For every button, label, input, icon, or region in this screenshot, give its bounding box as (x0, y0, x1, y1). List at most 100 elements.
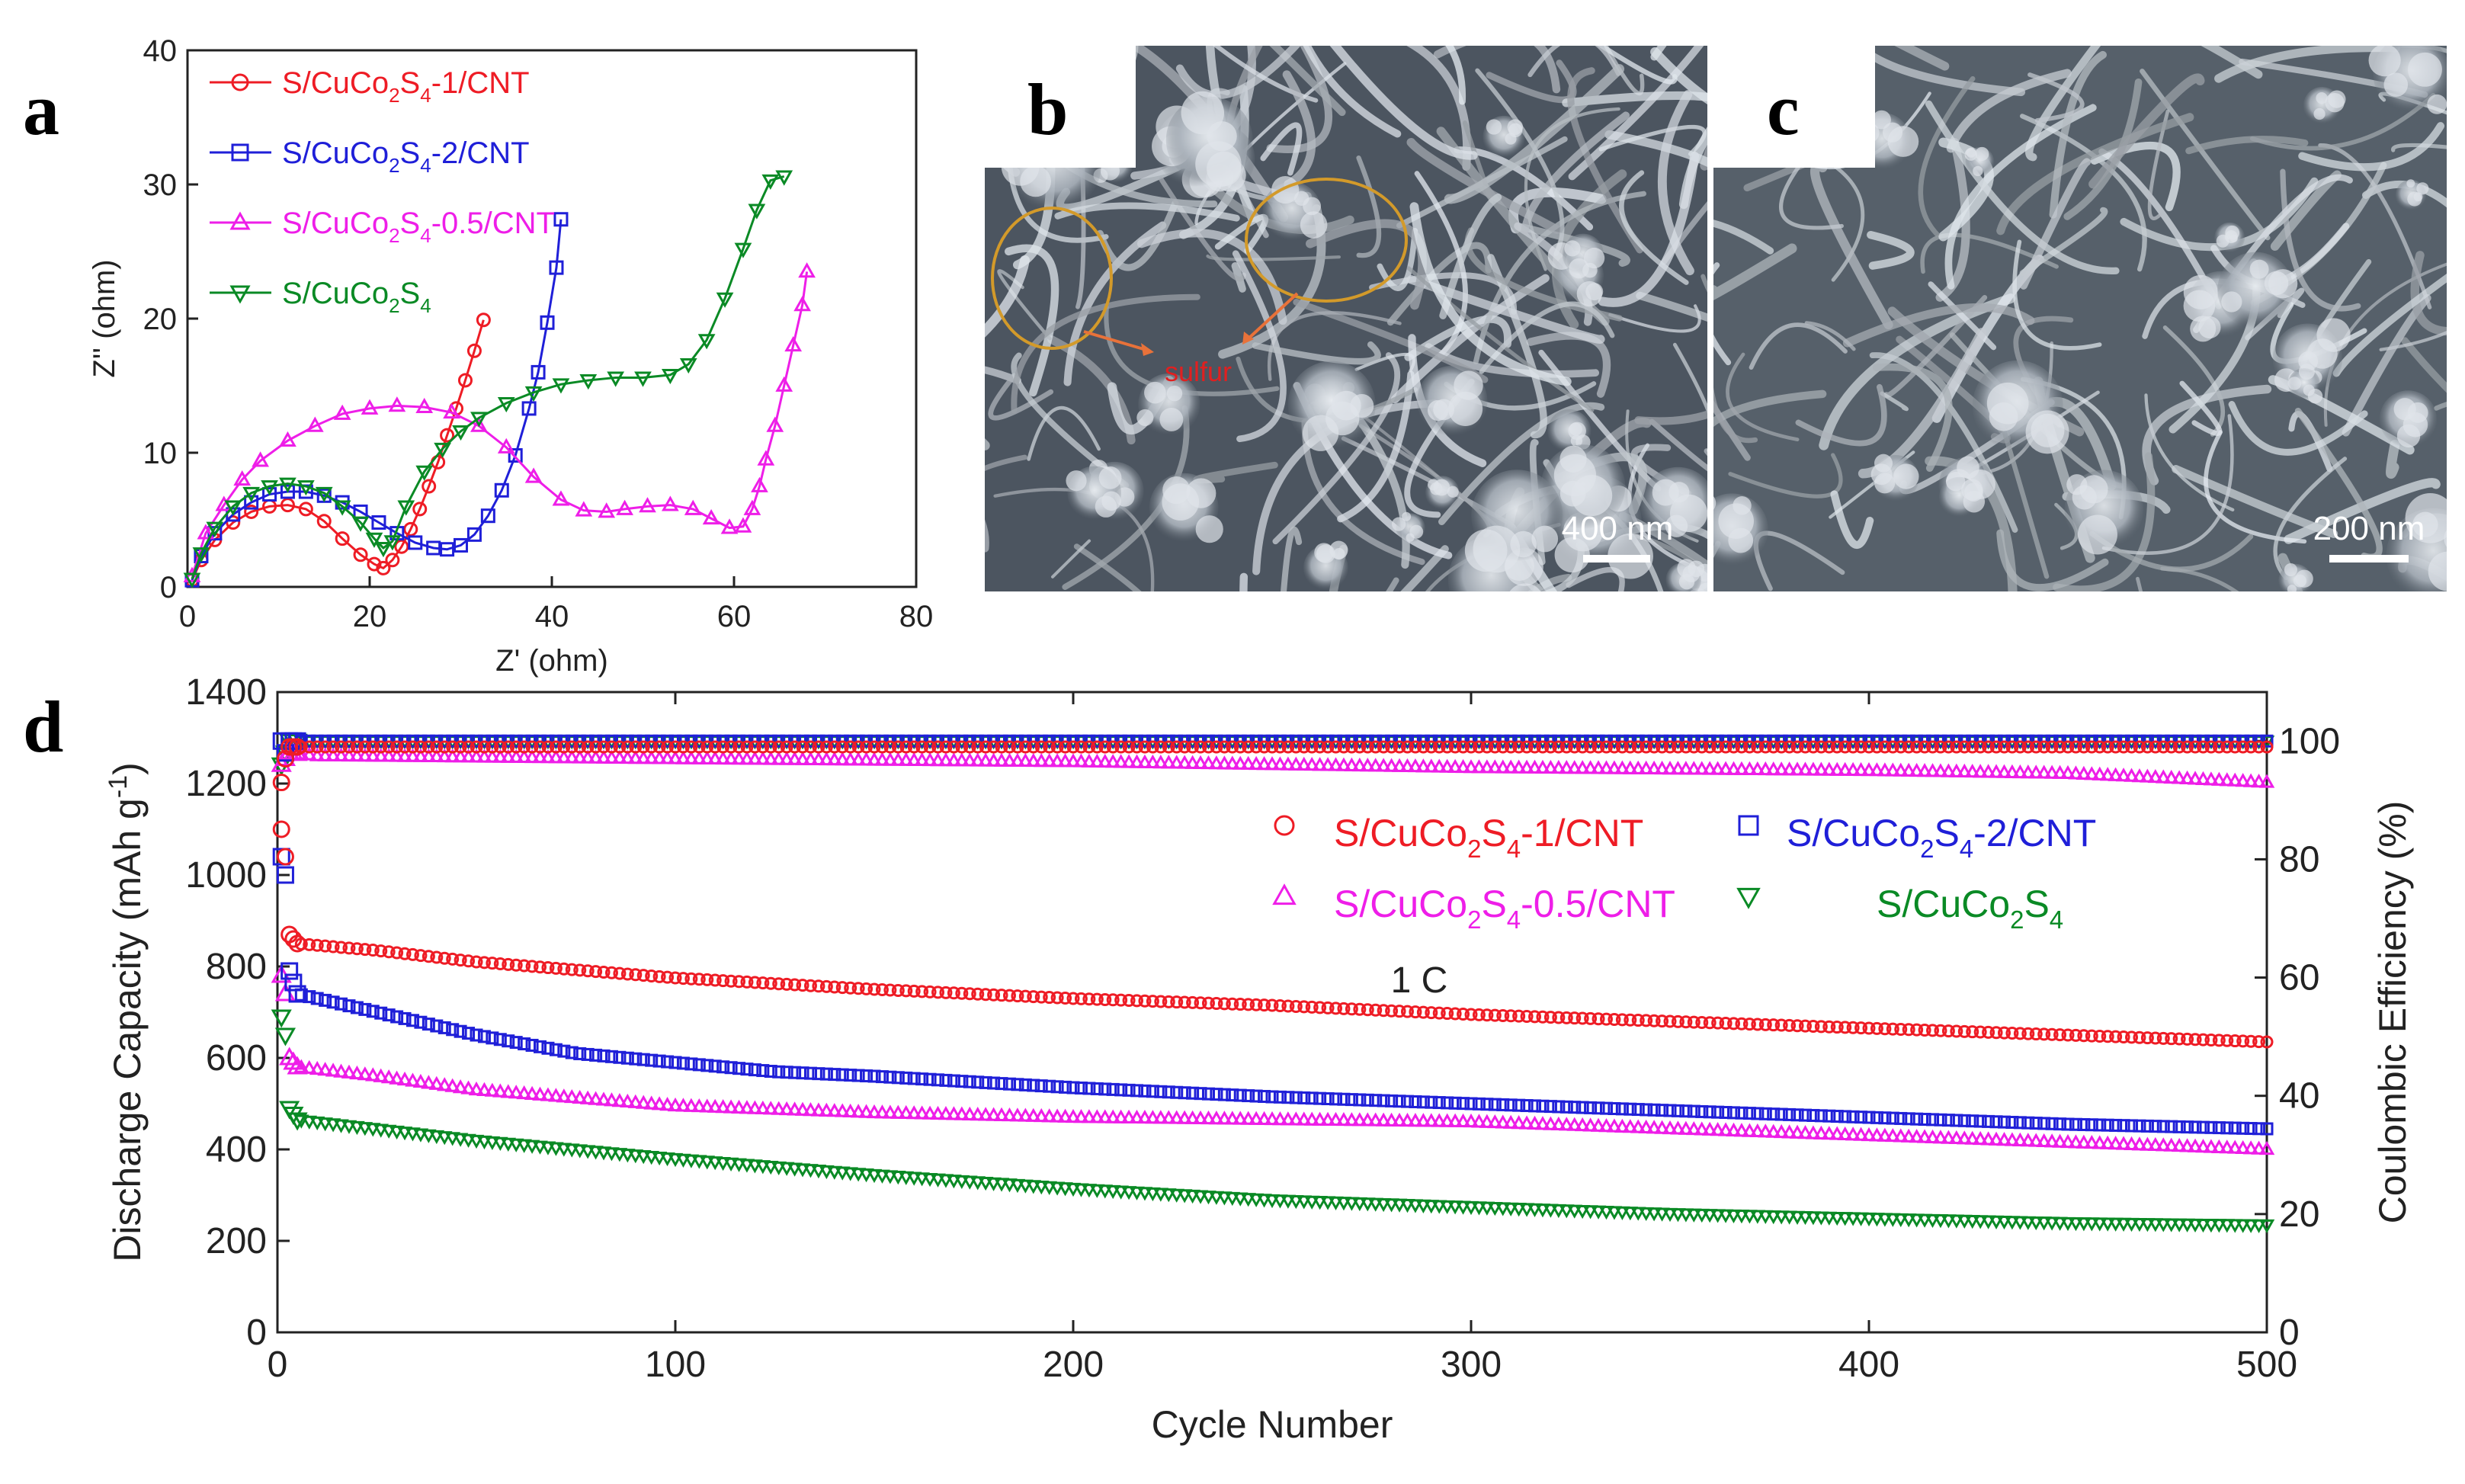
y2-tick-label: 20 (2279, 1194, 2319, 1235)
capacity-point (643, 1095, 659, 1110)
capacity-point (771, 1101, 787, 1115)
capacity-point (1033, 1107, 1050, 1123)
capacity-point (1057, 1108, 1073, 1123)
capacity-point (1559, 1204, 1575, 1219)
particle (2221, 291, 2242, 313)
capacity-point (1057, 1182, 1073, 1197)
efficiency-point (2012, 764, 2028, 779)
capacity-point (1512, 1098, 1526, 1112)
capacity-point (819, 1165, 835, 1180)
x-tick-label: 0 (268, 1345, 288, 1385)
capacity-point (2125, 1119, 2139, 1133)
capacity-point (1130, 994, 1144, 1008)
capacity-point (1200, 1191, 1216, 1205)
efficiency-point (1154, 740, 1168, 754)
capacity-point (947, 1074, 960, 1088)
efficiency-point (1678, 761, 1694, 775)
efficiency-point (1599, 740, 1613, 754)
legend-text-part: -1/CNT (431, 66, 530, 100)
efficiency-point (1789, 761, 1806, 776)
capacity-point (524, 1139, 540, 1154)
efficiency-point (2036, 764, 2052, 779)
fiber (1054, 202, 1240, 222)
efficiency-point (1781, 761, 1797, 776)
capacity-point (1415, 1113, 1431, 1127)
capacity-point (1822, 1109, 1836, 1123)
efficiency-point (436, 748, 453, 763)
capacity-point (2037, 1117, 2051, 1130)
capacity-point (2029, 1027, 2043, 1041)
particle (1406, 533, 1415, 542)
data-point (494, 482, 509, 498)
capacity-point (476, 1135, 492, 1150)
capacity-point (1568, 1011, 1582, 1025)
efficiency-point (906, 752, 922, 766)
efficiency-point (1869, 762, 1885, 777)
legend-label: S/CuCo2S4 (1877, 883, 2063, 934)
particle (1144, 381, 1166, 404)
capacity-point (2109, 1030, 2123, 1043)
capacity-point (850, 1104, 867, 1118)
capacity-point (2171, 1137, 2188, 1152)
efficiency-point (963, 740, 976, 754)
capacity-point (1719, 1017, 1733, 1030)
capacity-point (421, 1075, 437, 1089)
capacity-point (1916, 1129, 1933, 1143)
efficiency-point (405, 740, 419, 754)
capacity-point (1726, 1122, 1742, 1136)
efficiency-point (1926, 740, 1940, 754)
capacity-point (1552, 1011, 1566, 1024)
capacity-point (1226, 997, 1239, 1011)
capacity-point (812, 1067, 825, 1081)
efficiency-point (477, 740, 491, 754)
efficiency-point (755, 751, 771, 765)
fiber (1713, 262, 1732, 366)
capacity-point (851, 1069, 865, 1082)
capacity-point (1957, 1130, 1973, 1145)
efficiency-point (492, 748, 508, 763)
efficiency-point (493, 740, 507, 754)
legend-text-part: 2 (389, 294, 399, 317)
fiber (1634, 410, 1707, 425)
efficiency-point (676, 740, 690, 754)
capacity-point (1614, 1118, 1630, 1133)
capacity-point (763, 1101, 779, 1115)
data-point (440, 542, 455, 557)
fiber (1400, 545, 1449, 591)
capacity-point (1948, 1214, 1965, 1229)
capacity-point (500, 1137, 517, 1152)
fiber (1175, 46, 1301, 99)
capacity-point (1543, 1011, 1557, 1024)
efficiency-point (1351, 757, 1368, 772)
efficiency-point (1783, 740, 1797, 754)
efficiency-point (502, 740, 515, 754)
fiber (1925, 100, 2120, 274)
efficiency-point (444, 748, 460, 763)
capacity-point (1367, 1112, 1383, 1127)
efficiency-point (460, 748, 476, 763)
capacity-point (834, 1166, 851, 1181)
capacity-point (977, 1107, 994, 1121)
efficiency-point (1439, 758, 1455, 773)
capacity-point (1846, 1021, 1860, 1034)
particle (1300, 211, 1328, 239)
efficiency-point (1765, 761, 1781, 776)
efficiency-point (373, 748, 389, 762)
capacity-point (1584, 1101, 1598, 1114)
data-point (280, 484, 295, 499)
capacity-point (2165, 1032, 2178, 1046)
efficiency-point (1337, 740, 1351, 754)
capacity-point (899, 984, 913, 998)
y-tick-label: 400 (206, 1130, 267, 1170)
capacity-point (1344, 1197, 1360, 1211)
capacity-point (1002, 1178, 1018, 1193)
particle (1447, 486, 1459, 498)
efficiency-point (604, 740, 618, 754)
capacity-point (1957, 1214, 1973, 1229)
capacity-point (1081, 1109, 1098, 1123)
capacity-point (1305, 1091, 1319, 1105)
efficiency-point (1742, 761, 1758, 775)
data-point (751, 476, 768, 492)
capacity-point (1751, 1018, 1765, 1031)
capacity-point (1337, 1002, 1351, 1015)
